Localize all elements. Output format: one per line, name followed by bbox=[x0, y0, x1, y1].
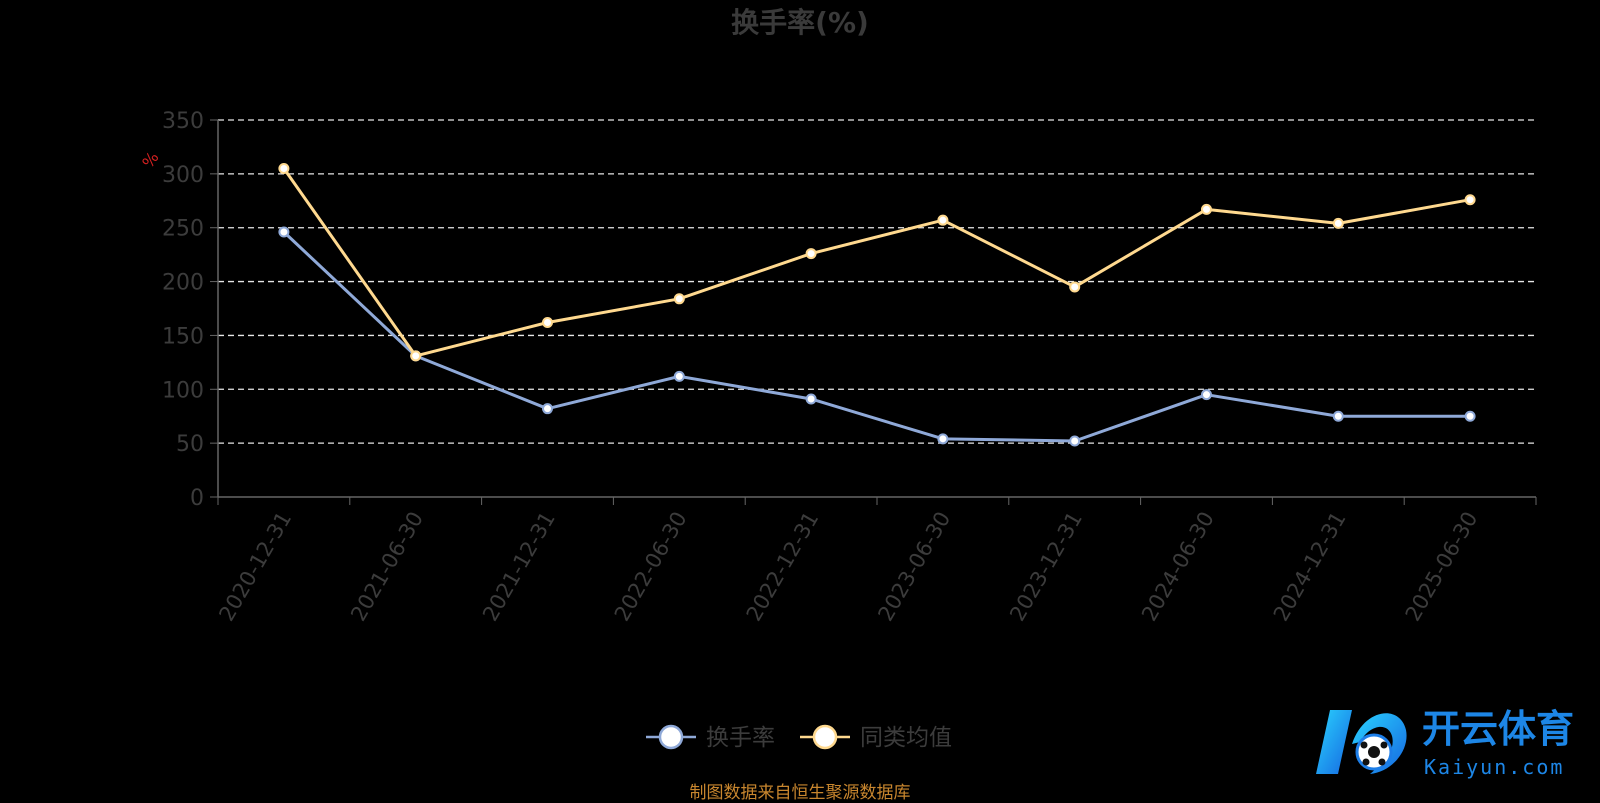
x-tick-label: 2023-12-31 bbox=[1005, 508, 1087, 626]
x-tick-label: 2024-06-30 bbox=[1137, 508, 1219, 626]
data-point bbox=[937, 214, 949, 226]
y-axis-unit-label: % bbox=[138, 148, 162, 171]
data-point bbox=[805, 393, 817, 405]
x-tick-label: 2021-12-31 bbox=[478, 508, 560, 626]
data-point bbox=[1069, 435, 1081, 447]
y-tick-label: 300 bbox=[162, 163, 204, 188]
data-point bbox=[1201, 389, 1212, 401]
data-point bbox=[542, 317, 553, 329]
logo-brand-text: 开云体育 bbox=[1422, 707, 1574, 751]
y-tick-label: 50 bbox=[176, 432, 204, 457]
data-point bbox=[1201, 203, 1212, 215]
legend-label: 换手率 bbox=[706, 725, 775, 751]
x-tick-label: 2022-06-30 bbox=[610, 508, 692, 626]
data-point bbox=[1332, 410, 1344, 422]
legend-item-2[interactable]: 同类均值 bbox=[800, 724, 952, 751]
y-tick-label: 350 bbox=[162, 109, 204, 134]
legend-label: 同类均值 bbox=[860, 725, 952, 751]
data-point bbox=[937, 433, 949, 445]
data-point bbox=[278, 162, 290, 174]
data-point bbox=[673, 370, 685, 382]
data-source-note: 制图数据来自恒生聚源数据库 bbox=[689, 783, 911, 803]
x-tick-label: 2023-06-30 bbox=[873, 508, 955, 626]
y-tick-label: 100 bbox=[162, 378, 204, 403]
x-tick-label: 2024-12-31 bbox=[1269, 508, 1351, 626]
series-line-1 bbox=[282, 230, 1471, 443]
axes: 0 50 100 150 200 250 300 350 2020-12-31 2021-06-3… bbox=[162, 109, 1537, 626]
kaiyun-logo: 开云体育 Kaiyun.com bbox=[1316, 707, 1574, 779]
x-tick-label: 2022-12-31 bbox=[742, 508, 824, 626]
y-tick-label: 250 bbox=[162, 217, 204, 242]
x-tick-label: 2025-06-30 bbox=[1401, 508, 1483, 626]
legend[interactable]: 换手率 同类均值 bbox=[646, 724, 952, 751]
data-point bbox=[1069, 281, 1081, 293]
y-tick-label: 150 bbox=[162, 324, 204, 349]
data-point bbox=[1332, 217, 1344, 229]
x-tick-label: 2020-12-31 bbox=[214, 508, 296, 626]
data-point bbox=[278, 226, 290, 238]
series-group bbox=[278, 162, 1476, 447]
series-line-2 bbox=[282, 167, 1471, 358]
legend-marker bbox=[658, 724, 684, 750]
chart-title: 换手率(%) bbox=[731, 6, 869, 39]
y-tick-label: 200 bbox=[162, 271, 204, 296]
grid-lines bbox=[218, 119, 1536, 444]
y-tick-label: 0 bbox=[190, 486, 204, 511]
x-tick-label: 2021-06-30 bbox=[346, 508, 428, 626]
data-point bbox=[1464, 194, 1476, 206]
data-point bbox=[673, 293, 685, 305]
data-point bbox=[542, 403, 553, 415]
data-point bbox=[1464, 410, 1476, 422]
data-point bbox=[410, 350, 422, 362]
legend-item-1[interactable]: 换手率 bbox=[646, 724, 775, 751]
logo-domain-text: Kaiyun.com bbox=[1424, 755, 1564, 779]
legend-marker bbox=[812, 724, 838, 750]
data-point bbox=[805, 248, 817, 260]
